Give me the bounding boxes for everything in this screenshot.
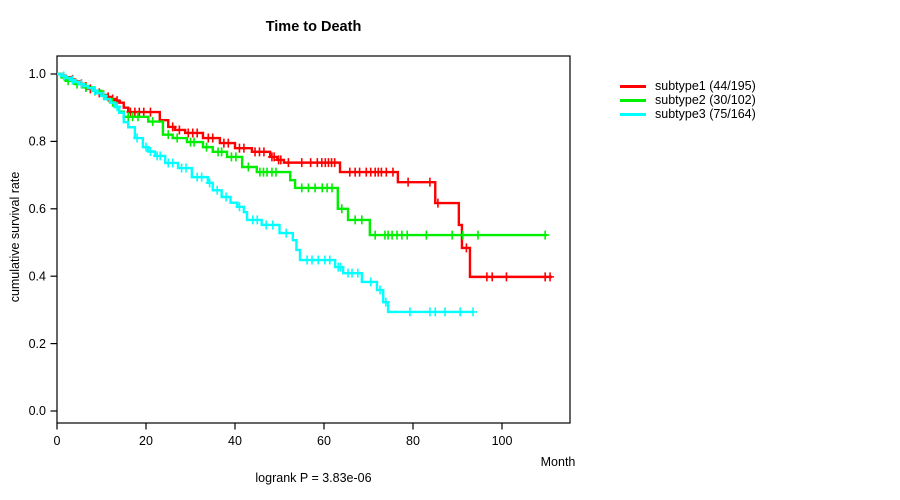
legend-label-subtype3: subtype3 (75/164) bbox=[655, 107, 756, 121]
y-tick-label: 0.6 bbox=[29, 202, 46, 216]
y-tick-label: 0.0 bbox=[29, 404, 46, 418]
x-tick-label: 40 bbox=[228, 434, 242, 448]
x-tick-label: 20 bbox=[139, 434, 153, 448]
legend-line-subtype2 bbox=[620, 98, 646, 102]
x-tick-label: 100 bbox=[492, 434, 513, 448]
survival-curve-subtype1 bbox=[57, 72, 552, 279]
legend-item-subtype2: subtype2 (30/102) bbox=[620, 93, 756, 107]
legend: subtype1 (44/195) subtype2 (30/102) subt… bbox=[620, 79, 756, 121]
survival-curve-subtype2 bbox=[57, 72, 547, 237]
survival-curve-subtype3 bbox=[57, 72, 474, 314]
y-tick-label: 0.2 bbox=[29, 337, 46, 351]
y-tick-label: 0.4 bbox=[29, 269, 46, 283]
legend-line-subtype1 bbox=[620, 84, 646, 88]
logrank-annotation: logrank P = 3.83e-06 bbox=[255, 471, 372, 485]
legend-item-subtype3: subtype3 (75/164) bbox=[620, 107, 756, 121]
censor-marks-subtype1 bbox=[68, 74, 555, 282]
legend-label-subtype2: subtype2 (30/102) bbox=[655, 93, 756, 107]
legend-label-subtype1: subtype1 (44/195) bbox=[655, 79, 756, 93]
censor-marks-subtype3 bbox=[59, 71, 478, 317]
legend-item-subtype1: subtype1 (44/195) bbox=[620, 79, 756, 93]
y-tick-label: 1.0 bbox=[29, 67, 46, 81]
y-tick-label: 0.8 bbox=[29, 135, 46, 149]
censor-marks-subtype2 bbox=[64, 76, 550, 240]
legend-line-subtype3 bbox=[620, 112, 646, 116]
x-tick-label: 0 bbox=[54, 434, 61, 448]
chart-title: Time to Death bbox=[265, 19, 362, 35]
x-tick-label: 60 bbox=[317, 434, 331, 448]
axis-box bbox=[56, 55, 571, 424]
x-axis-label: Month bbox=[540, 455, 576, 469]
x-tick-label: 80 bbox=[406, 434, 420, 448]
